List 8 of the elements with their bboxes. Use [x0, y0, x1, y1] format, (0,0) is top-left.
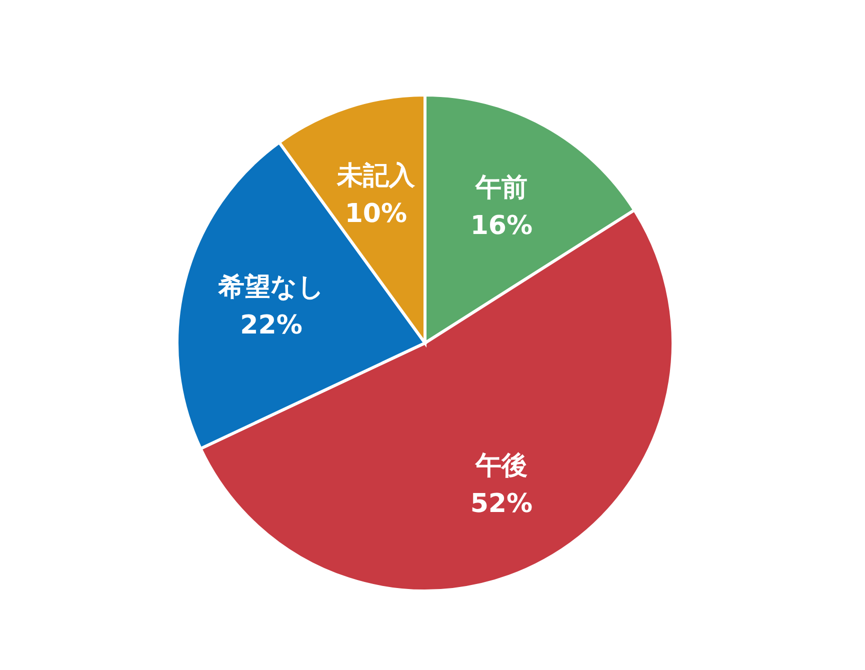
- data-label: 22%: [240, 310, 302, 341]
- data-label: 52%: [470, 489, 533, 520]
- data-label: 16%: [470, 210, 533, 241]
- data-label: 10%: [344, 199, 408, 230]
- slice-label: 午前: [474, 172, 528, 203]
- slice-label: 午後: [474, 451, 528, 482]
- slice-label: 未記入: [336, 161, 416, 192]
- slice-label: 希望なし: [217, 272, 324, 303]
